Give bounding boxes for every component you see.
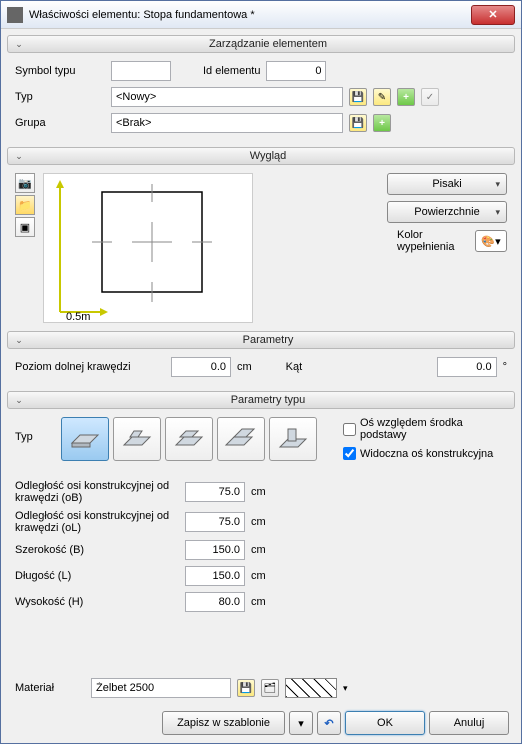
poziom-input[interactable] xyxy=(171,357,231,377)
chk-widoczna-os-label: Widoczna oś konstrukcyjna xyxy=(360,448,493,460)
param-unit: cm xyxy=(251,596,266,608)
grupa-label: Grupa xyxy=(15,117,105,129)
chk-os-srodek[interactable] xyxy=(343,423,356,436)
param-input-h[interactable] xyxy=(185,592,245,612)
type-option-1[interactable] xyxy=(61,417,109,461)
collapse-icon: ⌄ xyxy=(12,333,26,347)
kolor-label: Kolor wypełnienia xyxy=(397,229,467,253)
param-input-ob[interactable] xyxy=(185,482,245,502)
param-unit: cm xyxy=(251,516,266,528)
titlebar: Właściwości elementu: Stopa fundamentowa… xyxy=(1,1,521,29)
tool-folder[interactable]: 📁 xyxy=(15,195,35,215)
param-unit: cm xyxy=(251,544,266,556)
id-input[interactable] xyxy=(266,61,326,81)
material-label: Materiał xyxy=(15,682,85,694)
param-unit: cm xyxy=(251,570,266,582)
poziom-label: Poziom dolnej krawędzi xyxy=(15,361,165,373)
save-template-button[interactable]: Zapisz w szablonie xyxy=(162,711,285,735)
svg-text:0.5m: 0.5m xyxy=(66,311,90,323)
tool-3d[interactable]: ▣ xyxy=(15,217,35,237)
edit-type-icon[interactable]: ✎ xyxy=(373,88,391,106)
section-title: Zarządzanie elementem xyxy=(26,38,510,50)
symbol-input[interactable] xyxy=(111,61,171,81)
hatch-pattern[interactable] xyxy=(285,678,337,698)
param-label: Długość (L) xyxy=(15,570,185,582)
id-label: Id elementu xyxy=(203,65,260,77)
chk-os-srodek-label: Oś względem środka podstawy xyxy=(360,417,507,441)
app-icon xyxy=(7,7,23,23)
apply-type-icon: ✓ xyxy=(421,88,439,106)
save-type-icon[interactable]: 💾 xyxy=(349,88,367,106)
material-save-icon[interactable]: 💾 xyxy=(237,679,255,697)
type-option-5[interactable] xyxy=(269,417,317,461)
typ-input[interactable] xyxy=(111,87,343,107)
section-title: Parametry typu xyxy=(26,394,510,406)
chk-widoczna-os[interactable] xyxy=(343,447,356,460)
preview-canvas: 0.5m xyxy=(43,173,253,323)
ok-button[interactable]: OK xyxy=(345,711,425,735)
kat-input[interactable] xyxy=(437,357,497,377)
section-title: Parametry xyxy=(26,334,510,346)
kat-unit: ° xyxy=(503,361,507,373)
param-label: Odległość osi konstrukcyjnej od krawędzi… xyxy=(15,510,185,534)
param-label: Szerokość (B) xyxy=(15,544,185,556)
undo-button[interactable]: ↶ xyxy=(317,711,341,735)
cancel-button[interactable]: Anuluj xyxy=(429,711,509,735)
pisaki-button[interactable]: Pisaki xyxy=(387,173,507,195)
color-picker[interactable]: 🎨▾ xyxy=(475,230,507,252)
type-option-4[interactable] xyxy=(217,417,265,461)
poziom-unit: cm xyxy=(237,361,252,373)
symbol-label: Symbol typu xyxy=(15,65,105,77)
section-title: Wygląd xyxy=(26,150,510,162)
add-group-icon[interactable]: + xyxy=(373,114,391,132)
close-button[interactable]: ✕ xyxy=(471,5,515,25)
param-input-l[interactable] xyxy=(185,566,245,586)
collapse-icon: ⌄ xyxy=(12,149,26,163)
section-header-appearance[interactable]: ⌄ Wygląd xyxy=(7,147,515,165)
type-option-3[interactable] xyxy=(165,417,213,461)
type-option-2[interactable] xyxy=(113,417,161,461)
material-library-icon[interactable]: 🗂 xyxy=(261,679,279,697)
param-input-b[interactable] xyxy=(185,540,245,560)
param-label: Wysokość (H) xyxy=(15,596,185,608)
material-input[interactable] xyxy=(91,678,231,698)
tool-camera[interactable]: 📷 xyxy=(15,173,35,193)
typ-label: Typ xyxy=(15,91,105,103)
section-header-management[interactable]: ⌄ Zarządzanie elementem xyxy=(7,35,515,53)
param-unit: cm xyxy=(251,486,266,498)
param-label: Odległość osi konstrukcyjnej od krawędzi… xyxy=(15,480,185,504)
window-title: Właściwości elementu: Stopa fundamentowa… xyxy=(29,9,471,21)
save-group-icon[interactable]: 💾 xyxy=(349,114,367,132)
collapse-icon: ⌄ xyxy=(12,37,26,51)
kat-label: Kąt xyxy=(286,361,303,373)
powierzchnie-button[interactable]: Powierzchnie xyxy=(387,201,507,223)
section-header-parametry[interactable]: ⌄ Parametry xyxy=(7,331,515,349)
type-selector xyxy=(61,417,317,461)
save-template-dropdown[interactable]: ▾ xyxy=(289,711,313,735)
collapse-icon: ⌄ xyxy=(12,393,26,407)
section-header-parametry-typu[interactable]: ⌄ Parametry typu xyxy=(7,391,515,409)
ptyp-label: Typ xyxy=(15,417,55,443)
add-type-icon[interactable]: + xyxy=(397,88,415,106)
param-input-ol[interactable] xyxy=(185,512,245,532)
grupa-input[interactable] xyxy=(111,113,343,133)
